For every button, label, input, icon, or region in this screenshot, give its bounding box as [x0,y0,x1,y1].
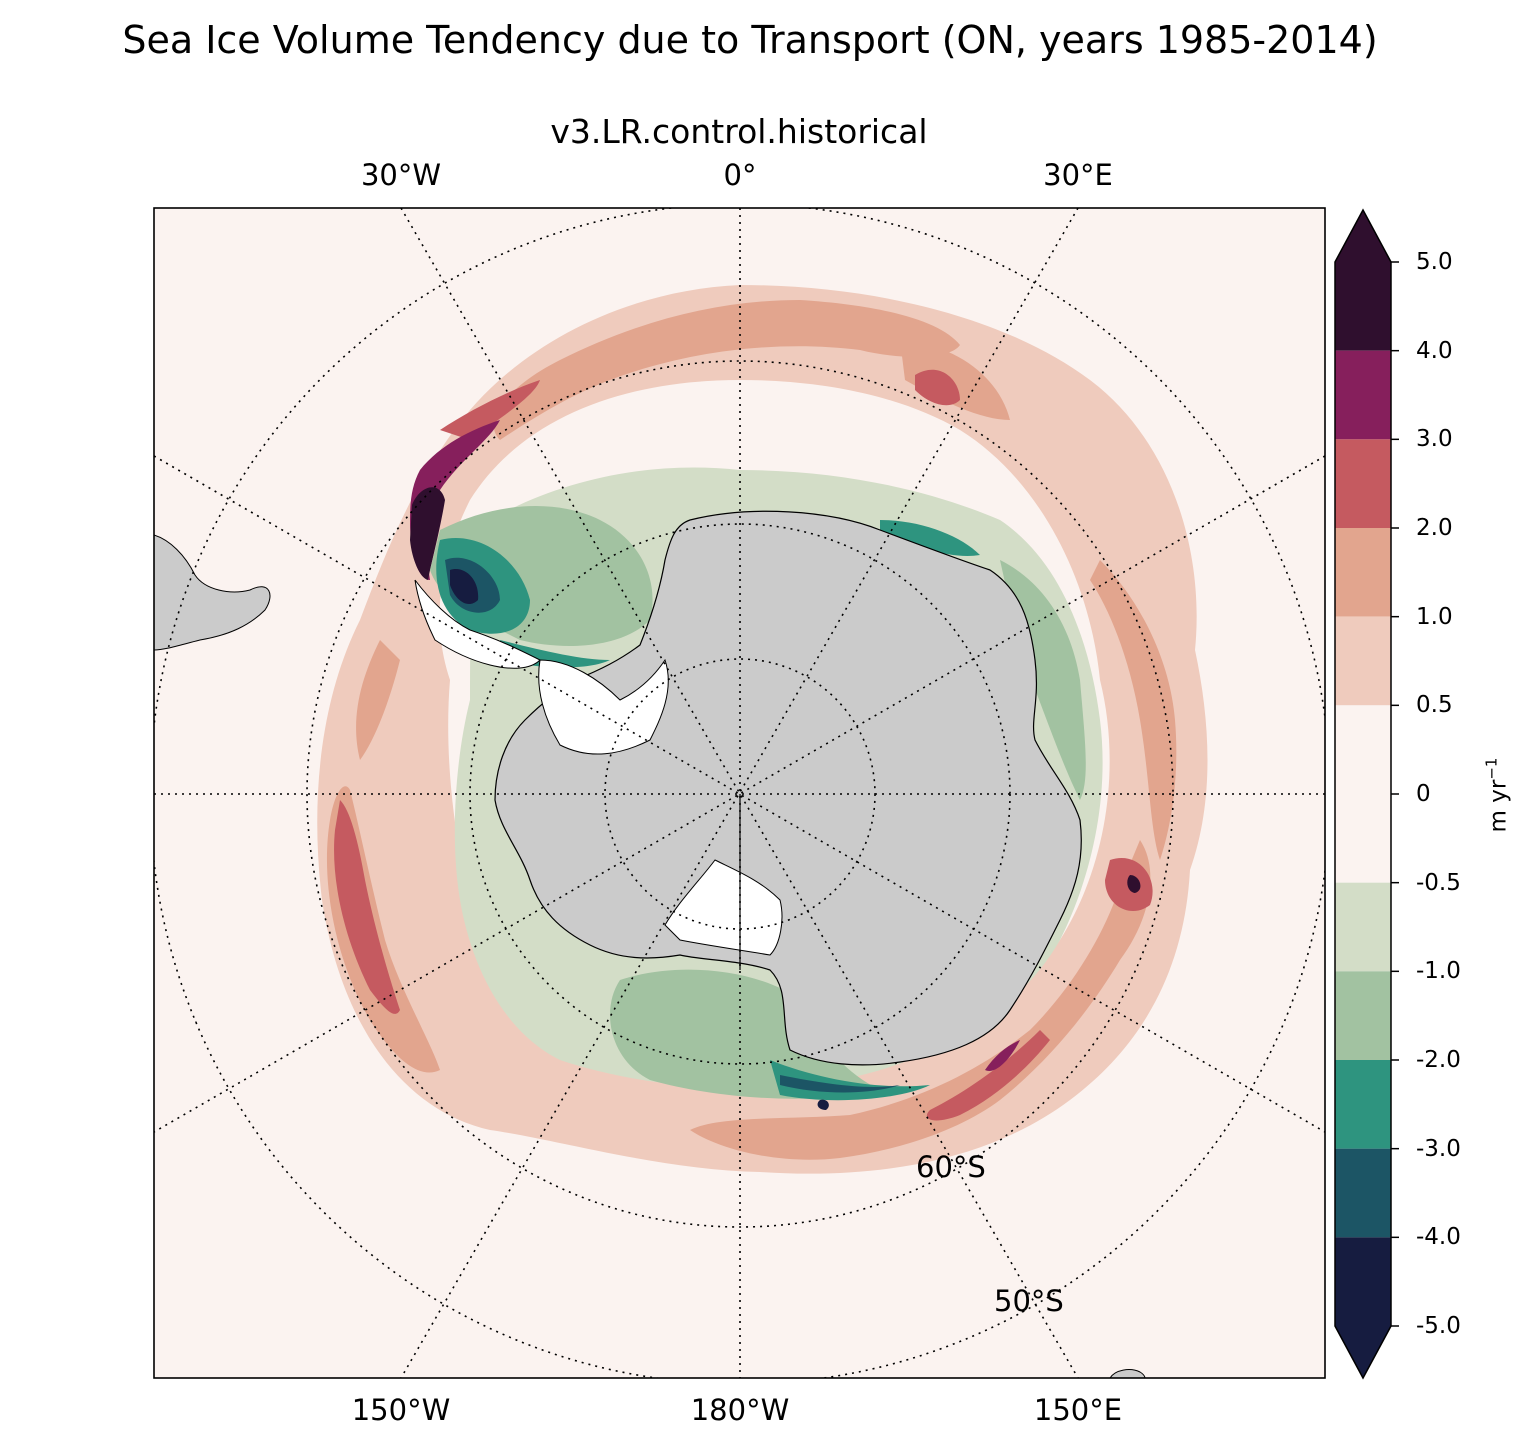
colorbar-tick-label: 5.0 [1416,249,1453,275]
lon-label-30w: 30°W [360,158,442,192]
colorbar-tick-label: 3.0 [1416,426,1453,453]
colorbar-units-label: m yr−1 [1482,757,1512,833]
colorbar-tick-label: 4.0 [1416,337,1453,364]
colorbar-band [1335,1148,1391,1238]
colorbar-extend-max [1335,210,1391,262]
colorbar [1334,208,1399,1380]
figure-title: Sea Ice Volume Tendency due to Transport… [122,18,1378,62]
map-frame [153,207,1326,1379]
colorbar-band [1335,971,1391,1060]
colorbar-tick-label: 0.5 [1416,692,1453,719]
lon-label-150w: 150°W [351,1393,451,1427]
colorbar-band [1335,882,1391,972]
ross-ice-shelf [664,859,783,956]
colorbar-band [1335,1237,1391,1326]
panel-subtitle: v3.LR.control.historical [550,112,928,151]
colorbar-band [1335,528,1391,617]
colorbar-band [1335,705,1391,883]
lat-label-50s: 50°S [994,1284,1064,1318]
colorbar-extend-min [1335,1326,1391,1378]
colorbar-band [1335,350,1391,440]
meridian-30e-150w [400,208,1079,1378]
lon-label-0: 0° [723,158,757,192]
lon-label-30e: 30°E [1043,158,1113,192]
colorbar-tick-label: 2.0 [1416,515,1453,541]
colorbar-tick-label: -2.0 [1416,1047,1461,1073]
colorbar-band [1335,616,1391,706]
colorbar-band [1335,1060,1391,1149]
meridian-30w-150e [400,208,1079,1378]
lon-label-180w: 180°W [690,1393,790,1427]
colorbar-band [1335,439,1391,528]
south-america-land [154,534,271,651]
colorbar-band [1335,262,1391,351]
colorbar-tick-label: -4.0 [1416,1224,1461,1251]
colorbar-tick-label: 1.0 [1416,603,1453,630]
colorbar-tick-label: -3.0 [1416,1135,1461,1162]
meridian-60w-120e [154,455,1325,1133]
graticule [154,208,1325,1378]
map-area [154,208,1325,1378]
colorbar-tick-label: -5.0 [1416,1313,1461,1339]
lat-label-60s: 60°S [916,1150,986,1184]
contour-band-neg-2.0-3.0 [436,520,980,1101]
colorbar-tick-label: 0 [1416,781,1431,807]
antarctic-peninsula [414,579,541,669]
parallel-60s [306,360,1174,1228]
meridian-60e-120w [154,455,1325,1133]
lon-label-150e: 150°E [1033,1393,1123,1427]
colorbar-tick-label: -0.5 [1416,869,1461,896]
colorbar-tick-label: -1.0 [1416,958,1461,985]
ronne-ice-shelf [538,658,669,755]
